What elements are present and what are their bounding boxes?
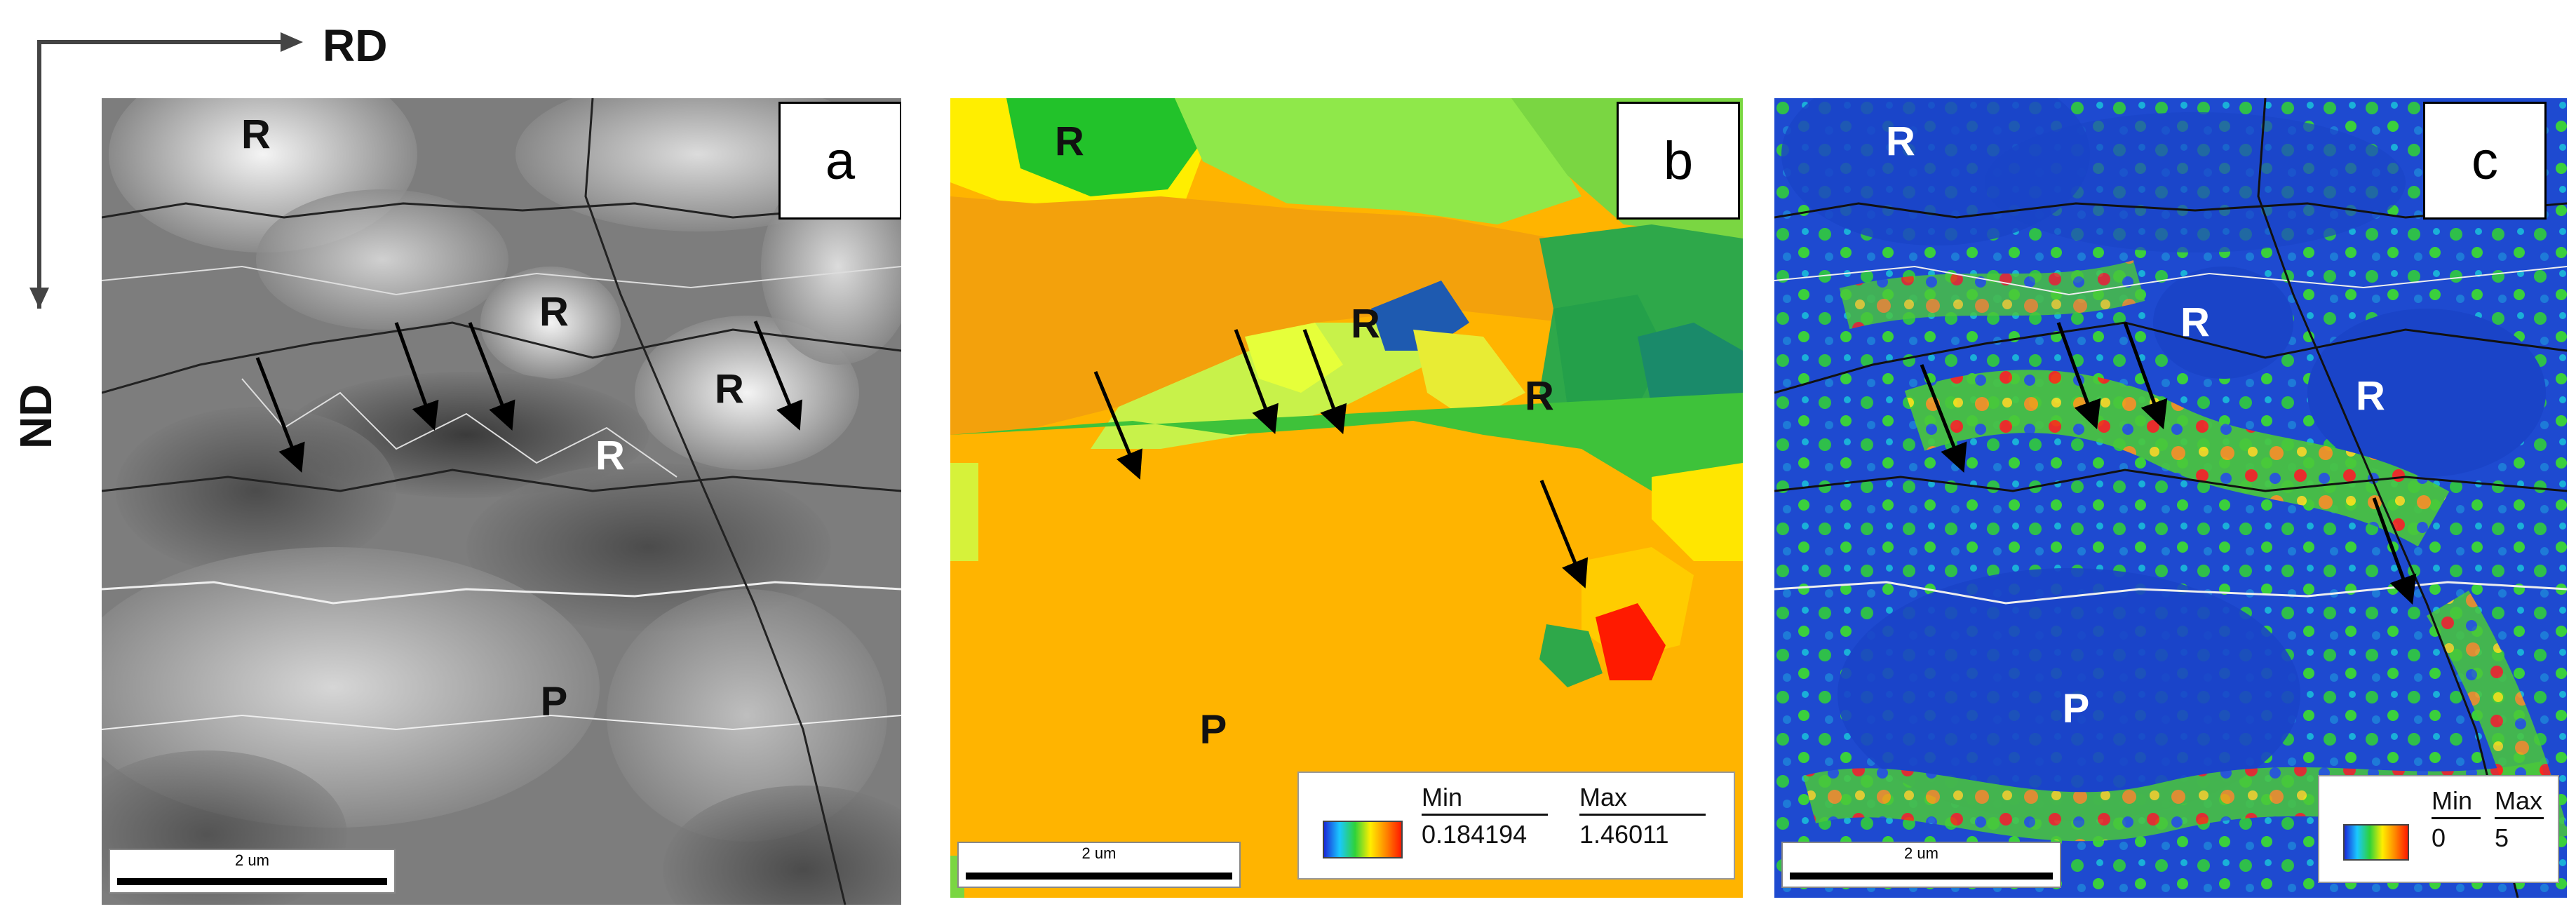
scale-bar: 2 um bbox=[957, 842, 1241, 888]
colorbar bbox=[2343, 824, 2409, 861]
panel-a-map bbox=[102, 98, 901, 905]
region-label: R bbox=[595, 433, 625, 479]
nd-arrow-icon bbox=[29, 288, 49, 309]
arrow-icon bbox=[394, 322, 439, 431]
axis-indicator bbox=[29, 32, 303, 309]
legend-min-label: Min bbox=[2432, 786, 2481, 819]
rd-arrow-icon bbox=[281, 32, 303, 52]
legend-max-value: 5 bbox=[2495, 823, 2509, 852]
region-label: R bbox=[2180, 299, 2210, 346]
region-label: R bbox=[539, 289, 569, 335]
panel-tag-b: b bbox=[1617, 102, 1740, 220]
nd-label: ND bbox=[11, 384, 61, 449]
panel-a: a R R R R P 2 um bbox=[102, 98, 901, 905]
panel-c: c R R R P 2 um Min 0 Max 5 bbox=[1774, 98, 2567, 898]
arrow-icon bbox=[1234, 329, 1279, 435]
region-label: R bbox=[1886, 119, 1915, 165]
region-label: P bbox=[2062, 685, 2090, 732]
panel-tag-a: a bbox=[778, 102, 901, 220]
arrow-icon bbox=[2123, 322, 2168, 430]
region-label: R bbox=[715, 366, 744, 412]
arrow-icon bbox=[1093, 371, 1142, 480]
legend-min-label: Min bbox=[1422, 783, 1548, 816]
panel-c-map bbox=[1774, 98, 2567, 898]
legend-max-label: Max bbox=[1579, 783, 1706, 816]
color-legend: Min 0 Max 5 bbox=[2318, 775, 2559, 883]
arrow-icon bbox=[1920, 364, 1967, 473]
region-label: R bbox=[2356, 373, 2385, 419]
rd-label: RD bbox=[323, 20, 388, 71]
arrow-icon bbox=[2056, 322, 2101, 430]
region-label: P bbox=[540, 678, 568, 725]
legend-max-value: 1.46011 bbox=[1579, 820, 1669, 849]
region-label: P bbox=[1199, 706, 1227, 753]
legend-min-value: 0.184194 bbox=[1422, 820, 1528, 849]
arrow-icon bbox=[255, 357, 305, 473]
scale-bar: 2 um bbox=[109, 849, 396, 894]
scale-bar: 2 um bbox=[1781, 842, 2061, 888]
panel-tag-c: c bbox=[2423, 102, 2547, 220]
panel-b-arrows bbox=[1093, 329, 1589, 588]
color-legend: Min 0.184194 Max 1.46011 bbox=[1297, 772, 1735, 880]
panel-b: b R R R P 2 um Min 0.184194 Max 1.46011 bbox=[950, 98, 1743, 898]
arrow-icon bbox=[753, 321, 803, 431]
arrow-icon bbox=[1539, 480, 1589, 588]
legend-max-label: Max bbox=[2495, 786, 2544, 819]
arrow-icon bbox=[468, 322, 515, 431]
region-label: R bbox=[1525, 373, 1554, 419]
arrow-icon bbox=[1302, 329, 1347, 435]
arrow-icon bbox=[2372, 497, 2417, 605]
legend-min-value: 0 bbox=[2432, 823, 2446, 852]
panel-a-arrows bbox=[255, 321, 803, 473]
colorbar bbox=[1323, 821, 1403, 858]
panel-c-arrows bbox=[1920, 322, 2417, 605]
region-label: R bbox=[1055, 119, 1084, 165]
region-label: R bbox=[1351, 301, 1380, 347]
region-label: R bbox=[241, 112, 271, 158]
